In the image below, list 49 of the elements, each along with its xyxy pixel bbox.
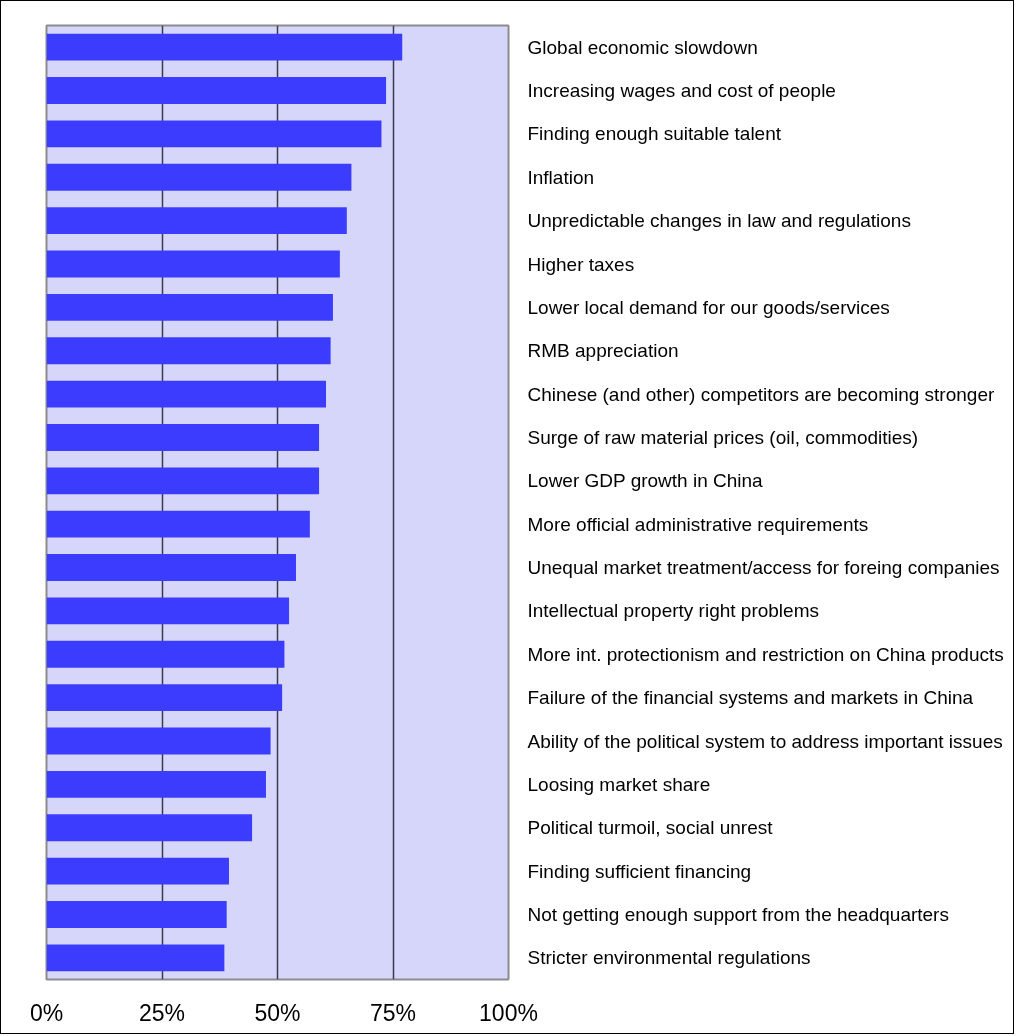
bar bbox=[46, 770, 266, 798]
y-tick-label: Unpredictable changes in law and regulations bbox=[527, 210, 911, 232]
bar bbox=[46, 380, 327, 408]
bar bbox=[46, 640, 285, 668]
bar bbox=[46, 597, 290, 625]
y-tick-label: Lower GDP growth in China bbox=[527, 470, 764, 492]
bar bbox=[46, 163, 352, 191]
y-tick-label: Not getting enough support from the headquarters bbox=[527, 903, 949, 925]
y-tick-label: Higher taxes bbox=[527, 253, 635, 275]
bar bbox=[46, 944, 225, 972]
y-tick-label: Inflation bbox=[527, 166, 595, 188]
bar bbox=[46, 337, 331, 365]
y-tick-label: Finding sufficient financing bbox=[527, 860, 752, 882]
bar bbox=[46, 293, 333, 321]
bar bbox=[46, 250, 340, 278]
y-tick-label: RMB appreciation bbox=[527, 340, 679, 362]
y-tick-label: Intellectual property right problems bbox=[527, 600, 819, 622]
y-tick-label: More official administrative requirements bbox=[527, 513, 869, 535]
y-tick-label: Surge of raw material prices (oil, commodities) bbox=[527, 426, 919, 448]
y-tick-label: Stricter environmental regulations bbox=[527, 947, 811, 969]
bar bbox=[46, 33, 403, 61]
y-tick-label: Lower local demand for our goods/services bbox=[527, 296, 890, 318]
y-tick-label: Failure of the financial systems and markets in China bbox=[527, 687, 974, 709]
bar bbox=[46, 727, 271, 755]
bar bbox=[46, 554, 296, 581]
bar bbox=[46, 510, 310, 538]
bar bbox=[46, 467, 320, 495]
y-tick-label: Increasing wages and cost of people bbox=[527, 80, 836, 102]
bar bbox=[46, 207, 347, 235]
x-tick-label: 50% bbox=[254, 999, 301, 1026]
x-tick-label: 100% bbox=[479, 999, 538, 1026]
bar bbox=[46, 684, 283, 712]
bar bbox=[46, 424, 320, 451]
y-tick-label: Global economic slowdown bbox=[527, 36, 758, 58]
x-tick-label: 25% bbox=[138, 999, 186, 1026]
y-tick-label: Finding enough suitable talent bbox=[527, 123, 782, 145]
bar bbox=[46, 120, 382, 148]
y-tick-label: More int. protectionism and restriction on China products bbox=[527, 643, 1004, 665]
y-tick-label: Loosing market share bbox=[527, 773, 711, 795]
bar bbox=[46, 77, 387, 104]
y-tick-label: Chinese (and other) competitors are becoming stronger bbox=[527, 383, 995, 405]
bar bbox=[46, 901, 227, 928]
x-tick-label: 75% bbox=[369, 999, 417, 1026]
bar bbox=[46, 814, 253, 842]
y-tick-label: Unequal market treatment/access for foreing companies bbox=[527, 557, 1000, 579]
y-tick-label: Political turmoil, social unrest bbox=[527, 817, 774, 839]
x-tick-label: 0% bbox=[29, 999, 64, 1026]
y-tick-label: Ability of the political system to address important issues bbox=[527, 730, 1003, 752]
bar bbox=[46, 857, 229, 885]
